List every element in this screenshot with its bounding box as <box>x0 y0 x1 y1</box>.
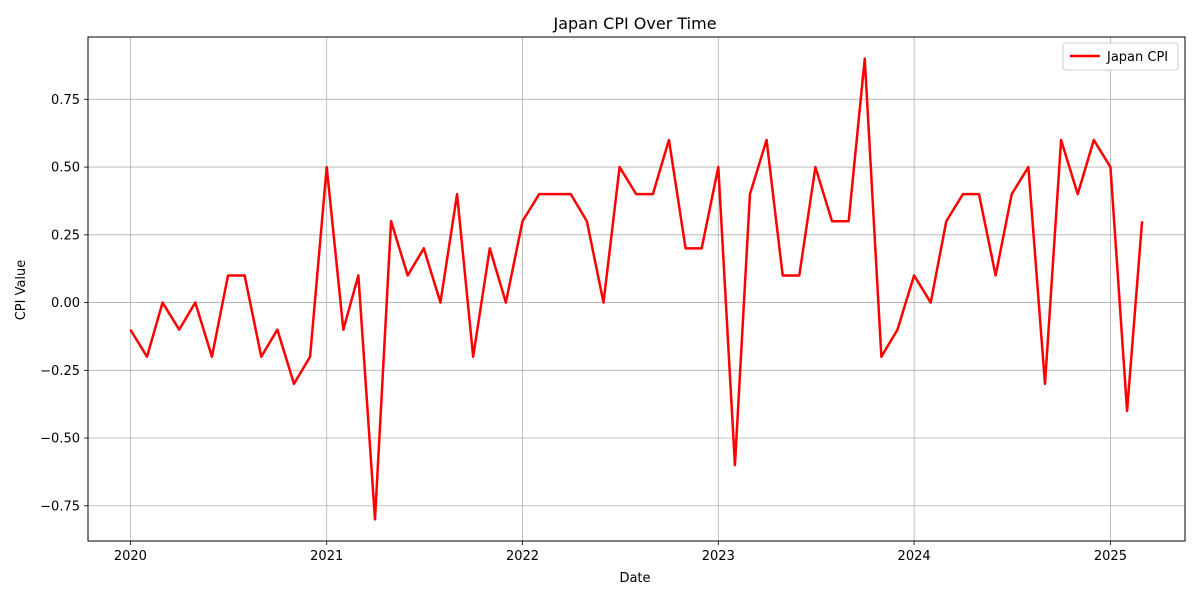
series-layer <box>129 57 1144 521</box>
grid <box>88 37 1185 541</box>
y-tick-label: −0.50 <box>40 432 80 447</box>
x-tick-label: 2021 <box>310 549 343 564</box>
x-axis: 2020 2021 2022 2023 2024 2025 <box>114 541 1127 564</box>
plot-frame <box>87 36 1186 542</box>
x-tick-label: 2022 <box>506 549 539 564</box>
legend: Japan CPI <box>1062 42 1179 71</box>
x-tick-label: 2020 <box>114 549 147 564</box>
y-axis-label: CPI Value <box>14 260 29 321</box>
y-tick-label: 0.00 <box>51 296 80 311</box>
y-tick-label: 0.25 <box>51 228 80 243</box>
legend-box <box>1062 42 1179 71</box>
y-axis: −0.75 −0.50 −0.25 0.00 0.25 0.50 0.75 <box>40 93 88 514</box>
legend-label: Japan CPI <box>1106 50 1168 65</box>
chart-title: Japan CPI Over Time <box>552 14 716 33</box>
x-tick-label: 2025 <box>1094 549 1127 564</box>
x-axis-label: Date <box>619 571 650 586</box>
x-tick-label: 2024 <box>898 549 931 564</box>
y-tick-label: 0.50 <box>51 161 80 176</box>
y-tick-label: 0.75 <box>51 93 80 108</box>
x-tick-label: 2023 <box>702 549 735 564</box>
y-tick-label: −0.25 <box>40 364 80 379</box>
y-tick-label: −0.75 <box>40 499 80 514</box>
